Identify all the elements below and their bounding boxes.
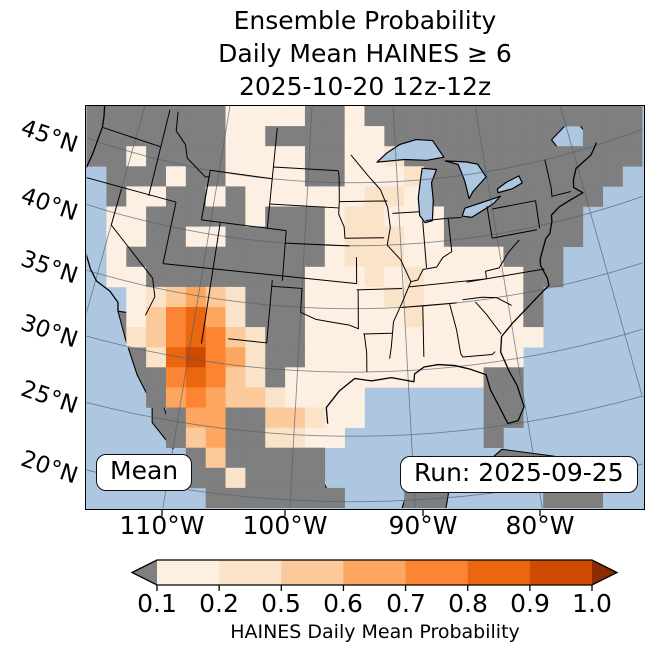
map-panel [85, 105, 645, 510]
cb-tick-2: 0.5 [261, 589, 301, 618]
cb-tick-3: 0.6 [323, 589, 363, 618]
probability-map [86, 106, 643, 508]
lon-label-80w: 80°W [505, 511, 575, 540]
lon-label-100w: 100°W [242, 511, 328, 540]
figure-title: Ensemble Probability Daily Mean HAINES ≥… [85, 4, 645, 103]
lat-label-35n: 35°N [17, 245, 81, 290]
cb-tick-4: 0.7 [386, 589, 426, 618]
lon-label-90w: 90°W [388, 511, 458, 540]
colorbar-axis-label: HAINES Daily Mean Probability [230, 621, 520, 643]
title-line-2: Daily Mean HAINES ≥ 6 [218, 39, 512, 68]
cb-tick-5: 0.8 [448, 589, 488, 618]
lat-label-20n: 20°N [17, 445, 81, 490]
lat-label-30n: 30°N [17, 309, 81, 354]
lat-label-45n: 45°N [17, 114, 81, 159]
cb-tick-1: 0.2 [199, 589, 239, 618]
statistic-badge: Mean [96, 454, 193, 491]
lon-label-110w: 110°W [119, 511, 205, 540]
title-line-3: 2025-10-20 12z-12z [238, 72, 492, 101]
cb-tick-0: 0.1 [137, 589, 177, 618]
title-line-1: Ensemble Probability [233, 6, 497, 35]
cb-tick-7: 1.0 [572, 589, 612, 618]
cb-tick-6: 0.9 [510, 589, 550, 618]
lat-label-40n: 40°N [17, 182, 81, 227]
run-date-badge: Run: 2025-09-25 [400, 456, 638, 493]
lat-label-25n: 25°N [17, 375, 81, 420]
